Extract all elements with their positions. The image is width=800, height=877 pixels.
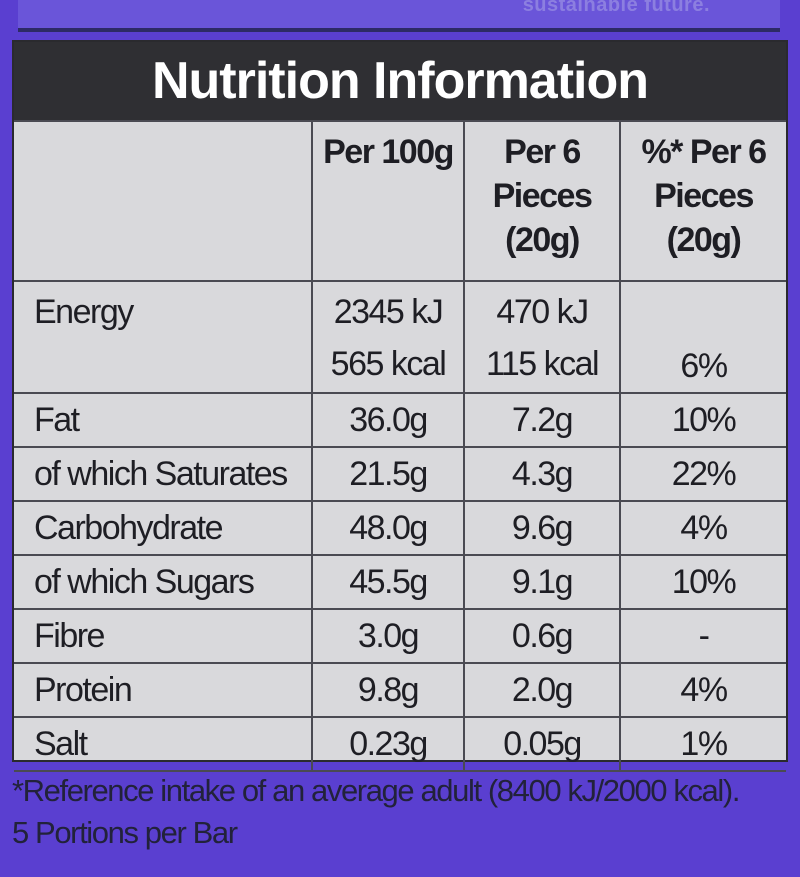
- value-per-100g: 9.8g: [311, 662, 465, 718]
- nutrition-title: Nutrition Information: [151, 52, 649, 110]
- energy-label: Energy: [34, 293, 134, 331]
- value-per-100g: 3.0g: [311, 608, 465, 664]
- value-per-6-pieces: 0.6g: [463, 608, 621, 664]
- value-ri: 1%: [619, 716, 786, 772]
- nutrient-label: Carbohydrate: [14, 500, 313, 556]
- nutrient-label: Fibre: [14, 608, 313, 664]
- header-blank: [14, 120, 313, 282]
- energy-ri-spacer: [629, 288, 778, 340]
- nutrition-label: Nutrition Information Per 100g Per 6 Pie…: [12, 40, 788, 772]
- header-per-100g: Per 100g: [311, 120, 465, 282]
- energy-ri-value: 6%: [680, 347, 728, 385]
- nutrient-label: Energy: [14, 280, 313, 394]
- header-ri-per-6-pieces: %* Per 6 Pieces (20g): [619, 120, 786, 282]
- nutrient-label: Salt: [14, 716, 313, 772]
- energy-ri: 6%: [619, 280, 786, 394]
- value-per-100g: 0.23g: [311, 716, 465, 772]
- reference-intake-note: *Reference intake of an average adult (8…: [12, 773, 740, 808]
- value-ri: -: [619, 608, 786, 664]
- table-header-row: Per 100g Per 6 Pieces (20g) %* Per 6 Pie…: [14, 120, 786, 282]
- energy-per-100g: 2345 kJ 565 kcal: [311, 280, 465, 394]
- value-ri: 4%: [619, 662, 786, 718]
- value-per-100g: 36.0g: [311, 392, 465, 448]
- value-per-6-pieces: 9.1g: [463, 554, 621, 610]
- energy-per-100g-kcal: 565 kcal: [330, 345, 447, 383]
- energy-per-6-kj: 470 kJ: [496, 293, 589, 331]
- value-per-6-pieces: 7.2g: [463, 392, 621, 448]
- nutrient-label: Protein: [14, 662, 313, 718]
- footer-notes: *Reference intake of an average adult (8…: [12, 770, 792, 854]
- title-bar: Nutrition Information: [14, 42, 786, 120]
- nutrition-table: Per 100g Per 6 Pieces (20g) %* Per 6 Pie…: [14, 120, 786, 772]
- value-per-100g: 21.5g: [311, 446, 465, 502]
- table-row: Protein 9.8g 2.0g 4%: [14, 662, 786, 718]
- table-row-energy: Energy 2345 kJ 565 kcal 470 kJ 115 kcal …: [14, 280, 786, 394]
- energy-per-100g-kj: 2345 kJ: [333, 293, 444, 331]
- nutrient-label: of which Sugars: [14, 554, 313, 610]
- table-row: Carbohydrate 48.0g 9.6g 4%: [14, 500, 786, 556]
- value-ri: 10%: [619, 392, 786, 448]
- faint-packaging-text: sustainable future.: [522, 0, 710, 16]
- energy-per-6-pieces: 470 kJ 115 kcal: [463, 280, 621, 394]
- table-row: Salt 0.23g 0.05g 1%: [14, 716, 786, 772]
- value-per-100g: 45.5g: [311, 554, 465, 610]
- packaging-band: [18, 0, 780, 32]
- value-per-100g: 48.0g: [311, 500, 465, 556]
- value-ri: 4%: [619, 500, 786, 556]
- table-row: of which Saturates 21.5g 4.3g 22%: [14, 446, 786, 502]
- energy-per-6-kcal: 115 kcal: [485, 345, 600, 383]
- nutrient-label: Fat: [14, 392, 313, 448]
- value-per-6-pieces: 0.05g: [463, 716, 621, 772]
- portions-note: 5 Portions per Bar: [12, 815, 238, 850]
- table-row: Fibre 3.0g 0.6g -: [14, 608, 786, 664]
- value-per-6-pieces: 4.3g: [463, 446, 621, 502]
- value-ri: 10%: [619, 554, 786, 610]
- header-per-6-pieces: Per 6 Pieces (20g): [463, 120, 621, 282]
- value-per-6-pieces: 2.0g: [463, 662, 621, 718]
- nutrient-label: of which Saturates: [14, 446, 313, 502]
- value-ri: 22%: [619, 446, 786, 502]
- value-per-6-pieces: 9.6g: [463, 500, 621, 556]
- table-row: of which Sugars 45.5g 9.1g 10%: [14, 554, 786, 610]
- table-row: Fat 36.0g 7.2g 10%: [14, 392, 786, 448]
- packaging-top-strip: sustainable future.: [0, 0, 800, 40]
